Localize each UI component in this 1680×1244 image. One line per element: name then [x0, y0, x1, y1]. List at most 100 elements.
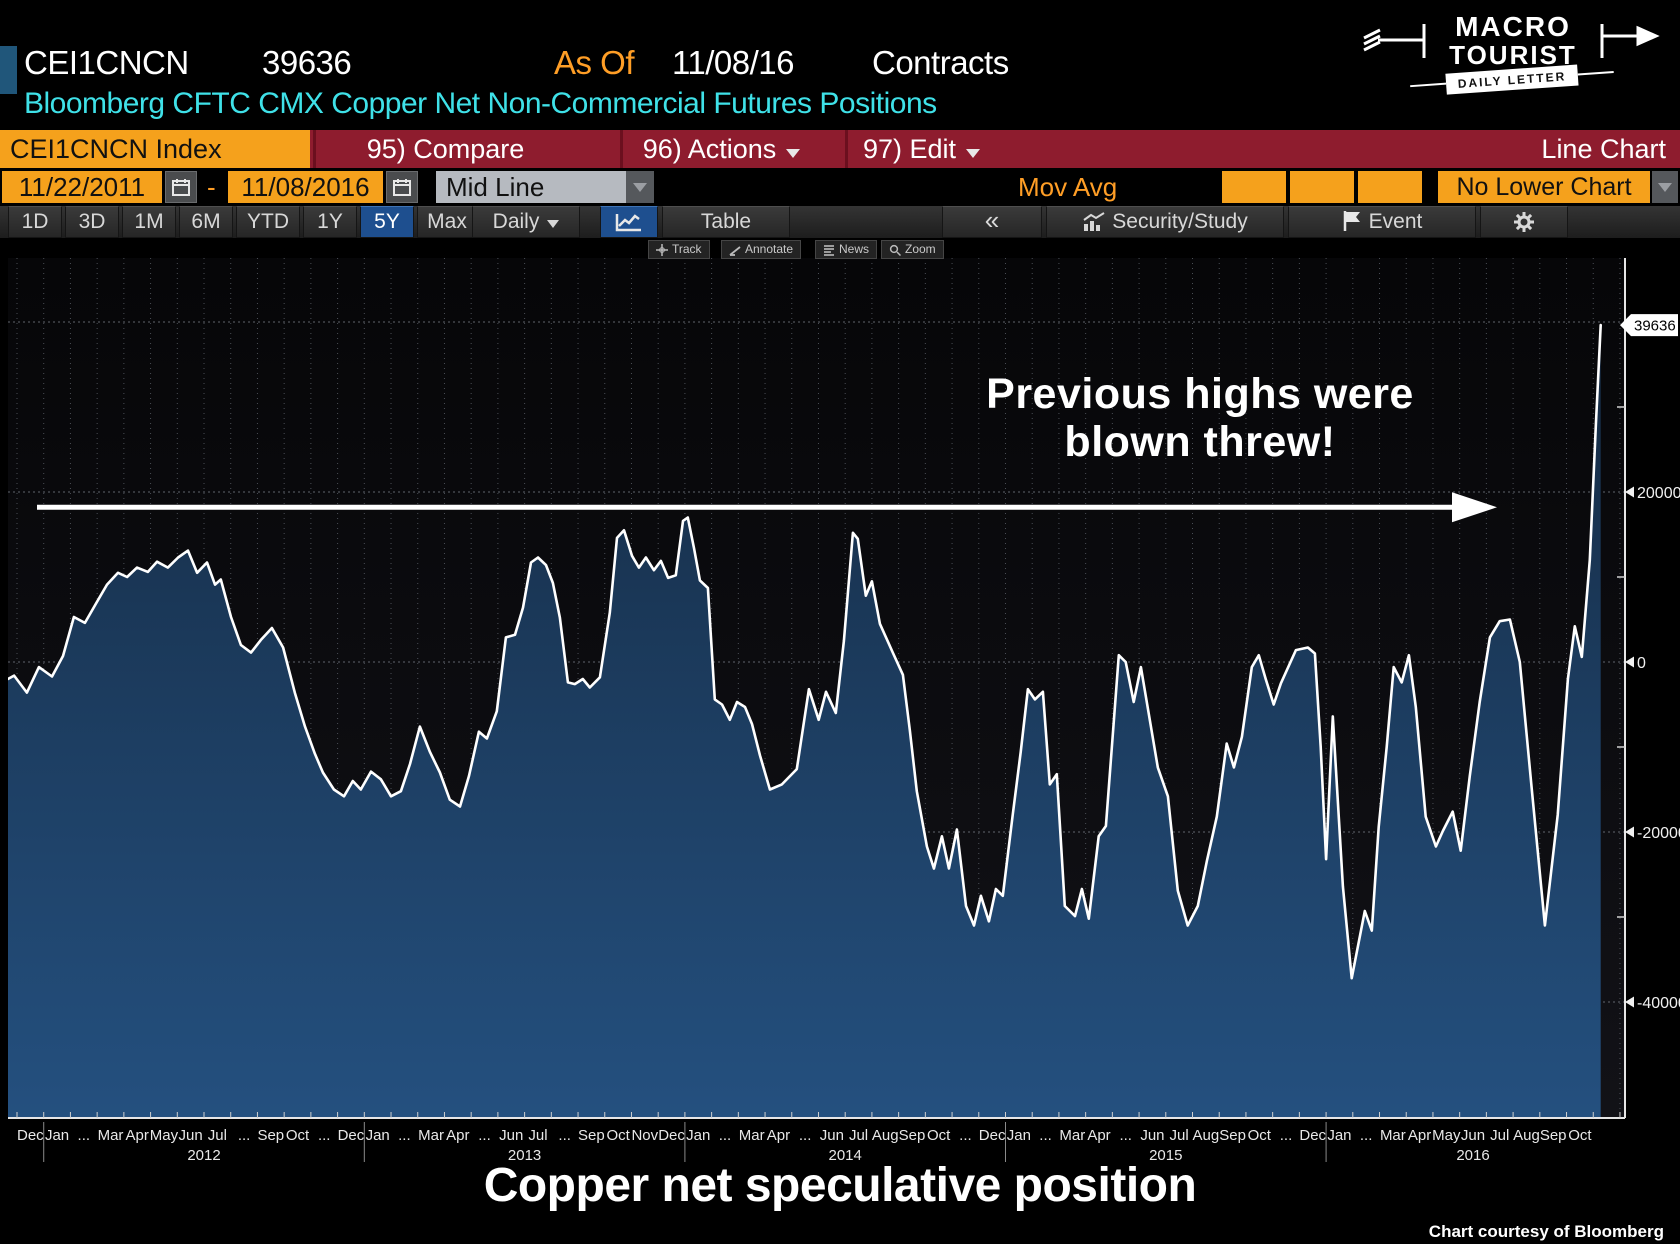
annotate-tool-button[interactable]: Annotate [721, 240, 802, 259]
track-icon [656, 243, 668, 256]
period-tab-bar: 1D 3D 1M 6M YTD 1Y 5Y Max Daily Table « Securit… [0, 206, 1680, 238]
chart-footer-title: Copper net speculative position [483, 1159, 1197, 1212]
lower-chart-dropdown-button[interactable] [1652, 171, 1678, 203]
annotation-text: Previous highs were blown threw! [986, 370, 1414, 467]
svg-text:Jan: Jan [686, 1127, 710, 1144]
mov-avg-input-3[interactable] [1358, 171, 1422, 203]
macro-tourist-logo: MACRO TOURIST DAILY LETTER [1350, 2, 1672, 96]
period-tab-max[interactable]: Max [417, 206, 477, 238]
lower-chart-select[interactable]: No Lower Chart [1438, 171, 1650, 203]
svg-text:Apr: Apr [126, 1127, 149, 1144]
svg-text:May: May [1432, 1127, 1461, 1144]
zoom-icon [889, 244, 901, 256]
svg-text:Dec: Dec [17, 1127, 44, 1144]
period-tab-6m[interactable]: 6M [179, 206, 233, 238]
svg-text:Jul: Jul [1170, 1127, 1189, 1144]
calendar-icon[interactable] [386, 171, 418, 203]
compare-button[interactable]: 95) Compare [313, 130, 575, 168]
svg-text:Dec: Dec [1299, 1127, 1326, 1144]
date-from-input[interactable]: 11/22/2011 [2, 171, 162, 203]
period-tab-1m[interactable]: 1M [122, 206, 176, 238]
svg-text:0: 0 [1637, 655, 1646, 672]
current-value-badge: 39636 [1620, 314, 1678, 337]
svg-text:2013: 2013 [508, 1147, 541, 1164]
svg-text:Oct: Oct [1568, 1127, 1592, 1144]
index-tab[interactable]: CEI1CNCN Index [0, 130, 310, 168]
svg-text:-20000: -20000 [1637, 825, 1680, 842]
gear-icon [1514, 212, 1534, 232]
line-chart-icon [615, 214, 641, 232]
logo-arrow-right [1600, 24, 1660, 58]
calendar-icon[interactable] [165, 171, 197, 203]
svg-text:Jan: Jan [45, 1127, 69, 1144]
svg-text:Sep: Sep [257, 1127, 284, 1144]
line-chart-view-button[interactable] [600, 206, 658, 238]
actions-button[interactable]: 96) Actions [620, 130, 820, 168]
svg-text:Aug: Aug [872, 1127, 899, 1144]
svg-text:Apr: Apr [1087, 1127, 1110, 1144]
svg-text:May: May [150, 1127, 179, 1144]
svg-text:Oct: Oct [1248, 1127, 1272, 1144]
chart-type-label: Line Chart [1541, 134, 1666, 164]
collapse-button[interactable]: « [942, 206, 1042, 238]
svg-text:Dec: Dec [979, 1127, 1006, 1144]
x-axis-month-labels: Dec Jan... Mar Apr May Jun Jul... Sep Oct... Dec J… [17, 1122, 1592, 1162]
svg-text:Dec: Dec [338, 1127, 365, 1144]
logo-word2: TOURIST [1449, 40, 1577, 70]
line-style-dropdown-button[interactable] [626, 171, 654, 203]
frequency-select[interactable]: Daily [472, 206, 580, 238]
svg-text:...: ... [78, 1127, 91, 1144]
svg-text:Jul: Jul [208, 1127, 227, 1144]
track-tool-button[interactable]: Track [648, 240, 710, 259]
news-tool-button[interactable]: News [815, 240, 878, 259]
period-tab-ytd[interactable]: YTD [236, 206, 300, 238]
svg-text:...: ... [398, 1127, 411, 1144]
line-style-select[interactable]: Mid Line [436, 171, 626, 203]
chevron-down-icon [547, 220, 560, 228]
svg-text:Oct: Oct [606, 1127, 630, 1144]
svg-text:Dec: Dec [658, 1127, 685, 1144]
period-tab-1y[interactable]: 1Y [303, 206, 357, 238]
svg-text:Mar: Mar [739, 1127, 765, 1144]
svg-text:Sep: Sep [899, 1127, 926, 1144]
svg-text:Nov: Nov [631, 1127, 658, 1144]
period-tab-5y[interactable]: 5Y [360, 206, 414, 238]
svg-text:Sep: Sep [1540, 1127, 1567, 1144]
zoom-tool-button[interactable]: Zoom [881, 240, 944, 259]
y-axis-labels: 20000 0 -20000 -40000 [1617, 406, 1680, 1012]
x-axis-year-labels: 2012 2013 2014 2015 2016 [187, 1147, 1489, 1164]
svg-text:...: ... [478, 1127, 491, 1144]
svg-text:Apr: Apr [1408, 1127, 1431, 1144]
svg-text:...: ... [238, 1127, 251, 1144]
svg-text:Jan: Jan [1007, 1127, 1031, 1144]
svg-text:...: ... [1119, 1127, 1132, 1144]
svg-text:...: ... [959, 1127, 972, 1144]
table-view-button[interactable]: Table [662, 206, 790, 238]
svg-text:Jul: Jul [849, 1127, 868, 1144]
svg-text:Jun: Jun [179, 1127, 203, 1144]
svg-text:Sep: Sep [1219, 1127, 1246, 1144]
period-tab-1d[interactable]: 1D [8, 206, 62, 238]
svg-text:39636: 39636 [1634, 318, 1676, 335]
svg-text:Jan: Jan [366, 1127, 390, 1144]
date-to-input[interactable]: 11/08/2016 [228, 171, 383, 203]
flag-icon [1343, 211, 1360, 231]
svg-text:Aug: Aug [1513, 1127, 1540, 1144]
security-study-button[interactable]: Security/Study [1046, 206, 1284, 238]
edit-button[interactable]: 97) Edit [845, 130, 995, 168]
svg-text:Oct: Oct [927, 1127, 951, 1144]
chart-credit: Chart courtesy of Bloomberg [1428, 1222, 1664, 1241]
mov-avg-input-1[interactable] [1222, 171, 1286, 203]
svg-text:Mar: Mar [98, 1127, 124, 1144]
svg-text:Jun: Jun [820, 1127, 844, 1144]
svg-text:Mar: Mar [1380, 1127, 1406, 1144]
svg-text:Jul: Jul [1490, 1127, 1509, 1144]
svg-text:Jun: Jun [1461, 1127, 1485, 1144]
event-button[interactable]: Event [1288, 206, 1476, 238]
settings-button[interactable] [1480, 206, 1568, 238]
period-tab-3d[interactable]: 3D [65, 206, 119, 238]
chart-axes [8, 258, 1626, 1119]
series-line [8, 323, 1602, 980]
mov-avg-input-2[interactable] [1290, 171, 1354, 203]
